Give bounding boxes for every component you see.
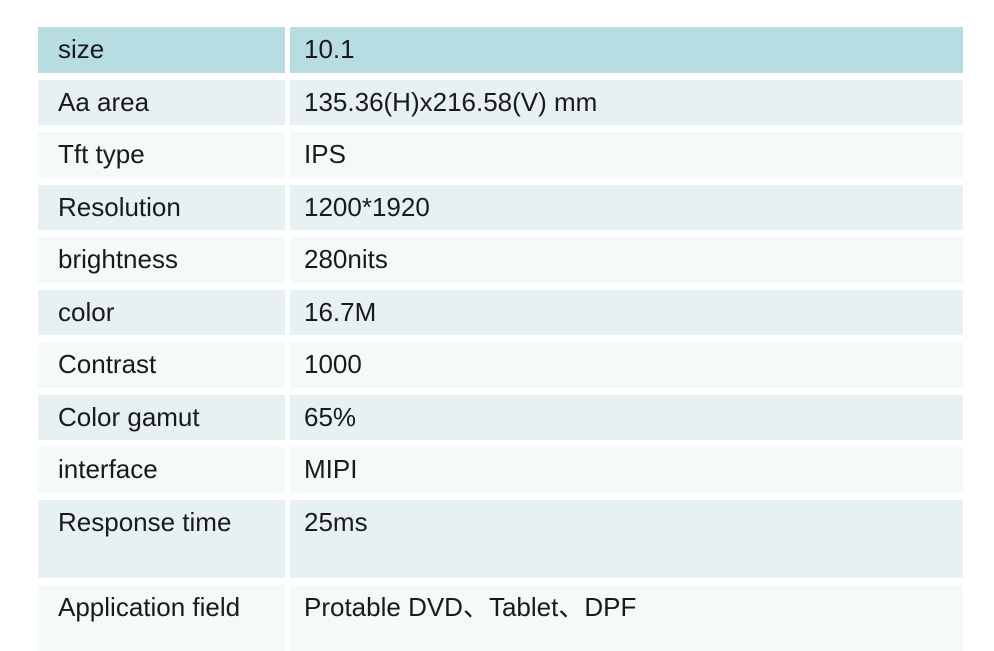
cell-value-contrast: 1000 [290, 342, 963, 388]
cell-label-size: size [38, 27, 285, 73]
cell-label-resolution: Resolution [38, 184, 285, 230]
cell-value-aa-area: 135.36(H)x216.58(V) mm [290, 79, 963, 125]
cell-value-tft-type: IPS [290, 132, 963, 178]
cell-value-color-gamut: 65% [290, 394, 963, 440]
cell-label-color-gamut: Color gamut [38, 394, 285, 440]
cell-value-size: 10.1 [290, 27, 963, 73]
cell-value-response-time: 25ms [290, 499, 963, 578]
cell-label-brightness: brightness [38, 237, 285, 283]
cell-label-application-field: Application field [38, 584, 285, 651]
cell-value-application-field: Protable DVD、Tablet、DPF [290, 584, 963, 651]
cell-label-contrast: Contrast [38, 342, 285, 388]
cell-label-color: color [38, 289, 285, 335]
cell-value-color: 16.7M [290, 289, 963, 335]
cell-label-tft-type: Tft type [38, 132, 285, 178]
spec-table: size 10.1 Aa area 135.36(H)x216.58(V) mm… [38, 27, 963, 651]
cell-label-aa-area: Aa area [38, 79, 285, 125]
cell-value-resolution: 1200*1920 [290, 184, 963, 230]
cell-label-interface: interface [38, 447, 285, 493]
cell-label-response-time: Response time [38, 499, 285, 578]
cell-value-interface: MIPI [290, 447, 963, 493]
cell-value-brightness: 280nits [290, 237, 963, 283]
